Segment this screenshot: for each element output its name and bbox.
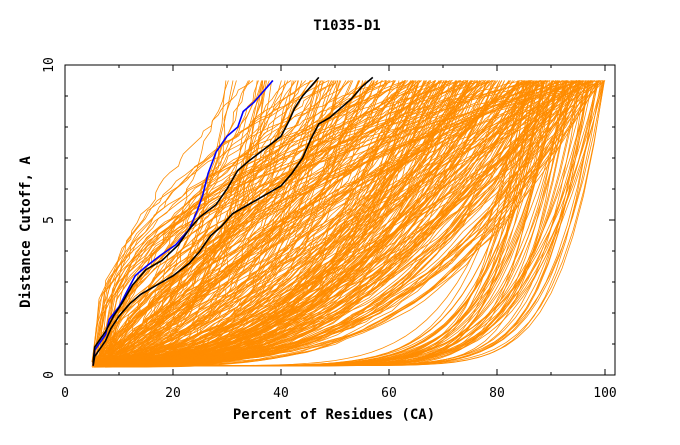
model-curve: [101, 80, 412, 367]
model-curve: [107, 80, 333, 365]
model-curve: [107, 80, 422, 364]
highlight-curve-3: [92, 76, 320, 363]
model-curve: [95, 80, 484, 360]
model-curve: [98, 80, 388, 364]
model-curve: [93, 80, 427, 365]
model-curve: [91, 80, 337, 365]
model-curve: [105, 80, 606, 366]
model-curve: [108, 80, 540, 366]
y-tick-label: 0: [42, 371, 57, 379]
x-axis-label: Percent of Residues (CA): [233, 407, 435, 423]
y-tick-label: 5: [42, 216, 57, 224]
model-curve: [107, 80, 458, 366]
model-curve: [109, 80, 329, 361]
x-tick-label: 80: [489, 386, 505, 401]
model-curve: [105, 80, 564, 362]
model-curve: [96, 80, 430, 365]
model-curve: [101, 80, 495, 361]
model-curve: [97, 80, 541, 363]
axis-ticks: 0 20 40 60 80 100 0 5 10: [42, 57, 617, 401]
model-curve: [109, 80, 476, 363]
model-curve: [94, 80, 573, 364]
model-curve: [93, 80, 525, 364]
model-curve: [98, 80, 436, 364]
y-axis-label: Distance Cutoff, A: [18, 156, 34, 308]
model-curve: [99, 80, 337, 367]
model-curve: [91, 80, 531, 364]
model-curve: [95, 80, 550, 362]
model-curve: [92, 80, 436, 361]
model-curve: [96, 80, 321, 367]
x-tick-label: 40: [273, 386, 289, 401]
model-curve: [92, 80, 543, 361]
model-curve: [105, 80, 467, 361]
model-curve: [98, 80, 559, 366]
model-curve: [99, 80, 375, 364]
model-curve: [91, 80, 395, 363]
chart-title: T1035-D1: [313, 18, 380, 34]
model-curve: [103, 80, 286, 362]
x-tick-label: 100: [593, 386, 616, 401]
model-curve: [91, 80, 533, 362]
model-curve: [109, 80, 446, 362]
model-curve: [94, 80, 535, 367]
model-curve: [95, 80, 314, 361]
model-curve: [97, 80, 606, 367]
model-curve: [91, 80, 339, 365]
model-curve: [105, 80, 581, 365]
model-curve: [98, 80, 387, 361]
model-curve: [102, 80, 567, 368]
x-tick-label: 0: [61, 386, 69, 401]
x-tick-label: 60: [381, 386, 397, 401]
x-tick-label: 20: [165, 386, 181, 401]
y-tick-label: 10: [42, 57, 57, 73]
model-curve: [96, 80, 505, 361]
model-curve: [100, 80, 460, 366]
model-curve: [100, 80, 437, 364]
highlighted-curves: [92, 76, 374, 366]
model-curve: [100, 80, 442, 363]
model-curve: [96, 80, 510, 367]
model-curve: [100, 80, 461, 365]
highlight-curve-1: [92, 79, 274, 366]
model-curve: [102, 80, 406, 366]
model-curves: [91, 80, 606, 368]
highlight-curve-2: [92, 76, 374, 366]
model-curve: [92, 80, 420, 365]
model-curve: [102, 80, 488, 366]
model-curve: [95, 80, 447, 366]
